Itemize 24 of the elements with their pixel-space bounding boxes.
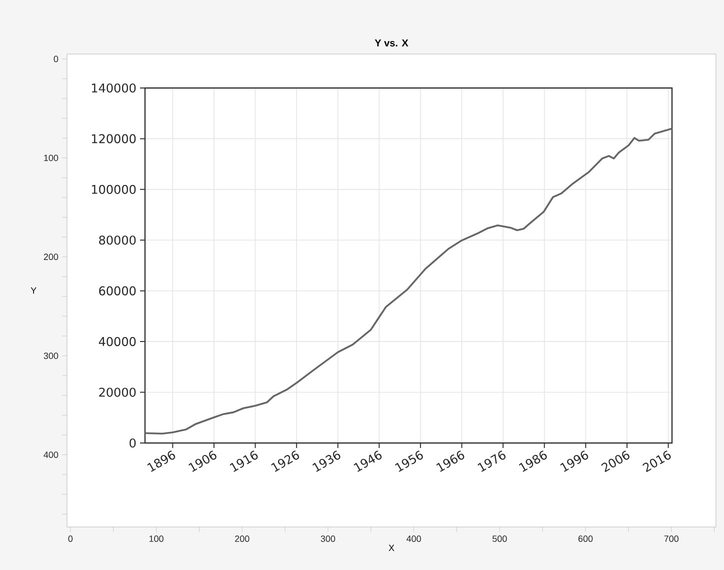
y-tick-label: 0 — [130, 438, 136, 448]
y-tick-label: 100 — [44, 154, 58, 162]
y-tick-label: 80000 — [99, 236, 136, 245]
y-axis-title: Y — [30, 287, 36, 294]
x-tick-label: 500 — [492, 536, 507, 542]
y-tick-label: 300 — [44, 352, 58, 359]
x-tick-label: 400 — [406, 536, 421, 542]
x-tick-label: 600 — [578, 536, 593, 542]
y-tick-label: 140000 — [92, 83, 136, 93]
y-tick-label: 0 — [54, 56, 58, 62]
y-tick-label: 120000 — [92, 134, 136, 144]
x-tick-label: 300 — [320, 536, 336, 542]
y-tick-label: 40000 — [98, 337, 136, 346]
x-tick-label: 0 — [68, 536, 73, 542]
y-tick-label: 200 — [44, 254, 58, 260]
y-tick-label: 100000 — [92, 184, 136, 194]
x-tick-label: 100 — [149, 536, 164, 542]
y-tick-label: 60000 — [99, 286, 136, 296]
x-axis-title: X — [388, 544, 394, 551]
x-tick-label: 200 — [235, 536, 250, 542]
y-tick-label: 20000 — [99, 388, 136, 397]
x-tick-label: 700 — [664, 536, 679, 542]
chart-title: Y vs. X — [374, 39, 408, 46]
line-series — [145, 128, 672, 435]
